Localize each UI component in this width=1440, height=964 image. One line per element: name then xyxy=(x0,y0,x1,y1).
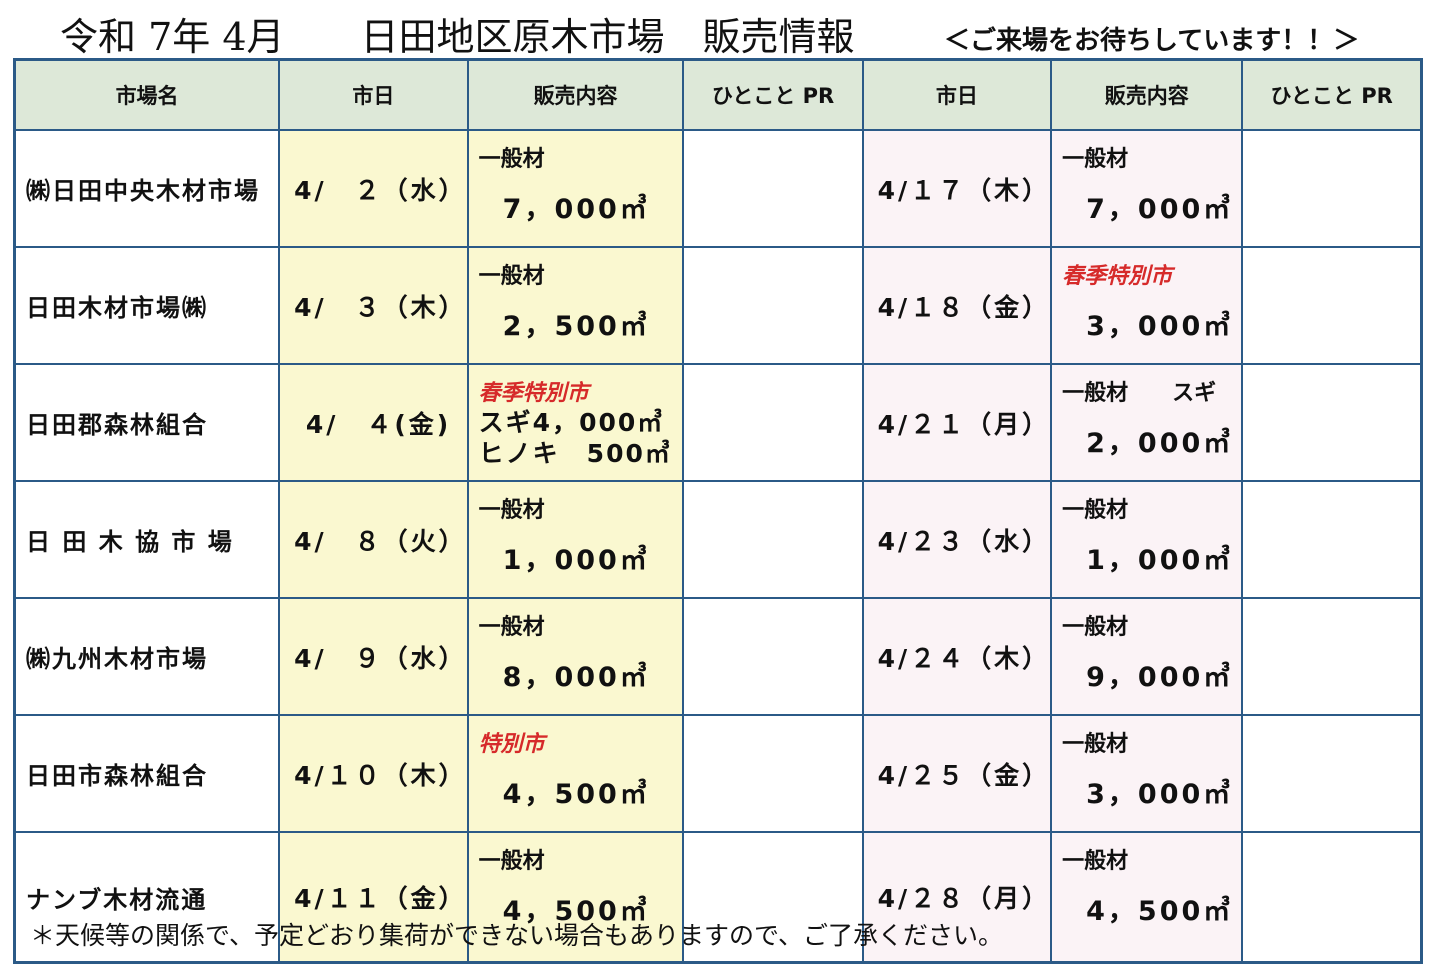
table-row: ㈱九州木材市場 4/ ９（水） 一般材 8，000㎥ 4/２４（木） 一般材 9，000㎥ xyxy=(13,597,1423,716)
market-date: 4/１８（金） xyxy=(861,246,1053,365)
volume-amount: 4，500㎥ xyxy=(502,779,650,810)
market-date: 4/ ９（水） xyxy=(278,597,469,716)
sales-label: 一般材 スギ xyxy=(1062,381,1217,406)
sales-content-cell: 一般材 1，000㎥ xyxy=(466,480,685,599)
market-date: 4/ ４(金) xyxy=(278,363,469,482)
column-header: ひとこと PR xyxy=(1241,58,1423,131)
market-date: 4/ ８（火） xyxy=(278,480,469,599)
sales-content-cell: 一般材 1，000㎥ xyxy=(1050,480,1244,599)
sales-content-cell: 一般材 4，500㎥ xyxy=(466,831,685,964)
table-row: ㈱日田中央木材市場 4/ ２（水） 一般材 7，000㎥ 4/１７（木） 一般材 7，000… xyxy=(13,129,1423,248)
market-schedule-table: 市場名 市日 販売内容 ひとこと PR 市日 販売内容 ひとこと PR ㈱日田中央木材市場 4… xyxy=(13,58,1423,964)
sales-label: 一般材 xyxy=(478,264,545,289)
market-date: 4/１０（木） xyxy=(278,714,469,833)
pr-cell xyxy=(682,363,864,482)
sales-label: 一般材 xyxy=(478,498,545,523)
sales-content-cell: 特別市 4，500㎥ xyxy=(466,714,685,833)
sales-label: 特別市 xyxy=(478,732,545,757)
column-header: 市日 xyxy=(861,58,1053,131)
table-row: 日 田 木 協 市 場 4/ ８（火） 一般材 1，000㎥ 4/２３（水） 一般材 1，0… xyxy=(13,480,1423,599)
pr-cell xyxy=(682,597,864,716)
volume-amount: 7，000㎥ xyxy=(502,194,650,225)
volume-line: スギ4，000㎥ xyxy=(478,408,665,437)
column-header: 市日 xyxy=(278,58,469,131)
sales-content-cell: 一般材 7，000㎥ xyxy=(466,129,685,248)
sales-content-cell: 一般材 2，500㎥ xyxy=(466,246,685,365)
market-name: 日田市森林組合 xyxy=(13,714,281,833)
volume-amount: 3，000㎥ xyxy=(1086,779,1234,810)
sales-label: 一般材 xyxy=(1062,849,1129,874)
pr-cell xyxy=(1241,714,1423,833)
sales-label: 一般材 xyxy=(478,615,545,640)
market-date: 4/２５（金） xyxy=(861,714,1053,833)
volume-amount: 2，500㎥ xyxy=(502,311,650,342)
market-date: 4/２１（月） xyxy=(861,363,1053,482)
pr-cell xyxy=(682,480,864,599)
sales-label: 一般材 xyxy=(1062,615,1129,640)
market-date: 4/２８（月） xyxy=(861,831,1053,964)
sales-label: 一般材 xyxy=(1062,147,1129,172)
sales-content-cell: 春季特別市 3，000㎥ xyxy=(1050,246,1244,365)
table-row: 日田市森林組合 4/１０（木） 特別市 4，500㎥ 4/２５（金） 一般材 3，000㎥ xyxy=(13,714,1423,833)
volume-amount: 2，000㎥ xyxy=(1086,428,1234,459)
table-row: 日田郡森林組合 4/ ４(金) 春季特別市 スギ4，000㎥ ヒノキ 500㎥ 4/２１… xyxy=(13,363,1423,482)
header-row: 市場名 市日 販売内容 ひとこと PR 市日 販売内容 ひとこと PR xyxy=(13,58,1423,131)
volume-amount: 4，500㎥ xyxy=(1086,896,1234,927)
pr-cell xyxy=(682,831,864,964)
pr-cell xyxy=(1241,246,1423,365)
market-name: 日田郡森林組合 xyxy=(13,363,281,482)
market-date: 4/２３（水） xyxy=(861,480,1053,599)
market-name: 日 田 木 協 市 場 xyxy=(13,480,281,599)
table-row: ナンブ木材流通 4/１１（金） 一般材 4，500㎥ 4/２８（月） 一般材 4，500㎥ xyxy=(13,831,1423,964)
footnote: ＊天候等の関係で、予定どおり集荷ができない場合もありますので、ご了承ください。 xyxy=(30,921,1004,950)
sales-content-cell: 一般材 8，000㎥ xyxy=(466,597,685,716)
market-name: ナンブ木材流通 xyxy=(13,831,281,964)
volume-amount: 7，000㎥ xyxy=(1086,194,1234,225)
volume-amount: 3，000㎥ xyxy=(1086,311,1234,342)
sales-label: 春季特別市 xyxy=(478,381,589,406)
sales-content-cell: 一般材 スギ 2，000㎥ xyxy=(1050,363,1244,482)
pr-cell xyxy=(1241,597,1423,716)
market-date: 4/１７（木） xyxy=(861,129,1053,248)
market-date: 4/ ３（木） xyxy=(278,246,469,365)
sales-label: 一般材 xyxy=(478,147,545,172)
column-header: 市場名 xyxy=(13,58,281,131)
market-name: ㈱日田中央木材市場 xyxy=(13,129,281,248)
sales-content-cell: 一般材 3，000㎥ xyxy=(1050,714,1244,833)
pr-cell xyxy=(682,129,864,248)
pr-cell xyxy=(1241,831,1423,964)
market-date: 4/ ２（水） xyxy=(278,129,469,248)
sales-content-cell: 一般材 7，000㎥ xyxy=(1050,129,1244,248)
volume-amount: 4，500㎥ xyxy=(502,896,650,927)
sales-label: 一般材 xyxy=(1062,732,1129,757)
volume-line: ヒノキ 500㎥ xyxy=(478,439,672,468)
page-title: 令和 7年 4月 日田地区原木市場 販売情報 xyxy=(60,15,855,59)
volume-amount: 1，000㎥ xyxy=(502,545,650,576)
column-header: ひとこと PR xyxy=(682,58,864,131)
pr-cell xyxy=(1241,480,1423,599)
column-header: 販売内容 xyxy=(466,58,685,131)
pr-cell xyxy=(1241,129,1423,248)
volume-amount: 1，000㎥ xyxy=(1086,545,1234,576)
table-row: 日田木材市場㈱ 4/ ３（木） 一般材 2，500㎥ 4/１８（金） 春季特別市 3，000… xyxy=(13,246,1423,365)
column-header: 販売内容 xyxy=(1050,58,1244,131)
market-name: 日田木材市場㈱ xyxy=(13,246,281,365)
sales-content-cell: 春季特別市 スギ4，000㎥ ヒノキ 500㎥ xyxy=(466,363,685,482)
page-subtitle: ＜ご来場をお待ちしています！！＞ xyxy=(944,26,1360,56)
sales-label: 春季特別市 xyxy=(1062,264,1173,289)
sales-content-cell: 一般材 9，000㎥ xyxy=(1050,597,1244,716)
market-name: ㈱九州木材市場 xyxy=(13,597,281,716)
pr-cell xyxy=(682,246,864,365)
volume-amount: 8，000㎥ xyxy=(502,662,650,693)
pr-cell xyxy=(1241,363,1423,482)
sales-label: 一般材 xyxy=(478,849,545,874)
sales-label: 一般材 xyxy=(1062,498,1129,523)
market-date: 4/２４（木） xyxy=(861,597,1053,716)
volume-amount: 9，000㎥ xyxy=(1086,662,1234,693)
sales-content-cell: 一般材 4，500㎥ xyxy=(1050,831,1244,964)
pr-cell xyxy=(682,714,864,833)
